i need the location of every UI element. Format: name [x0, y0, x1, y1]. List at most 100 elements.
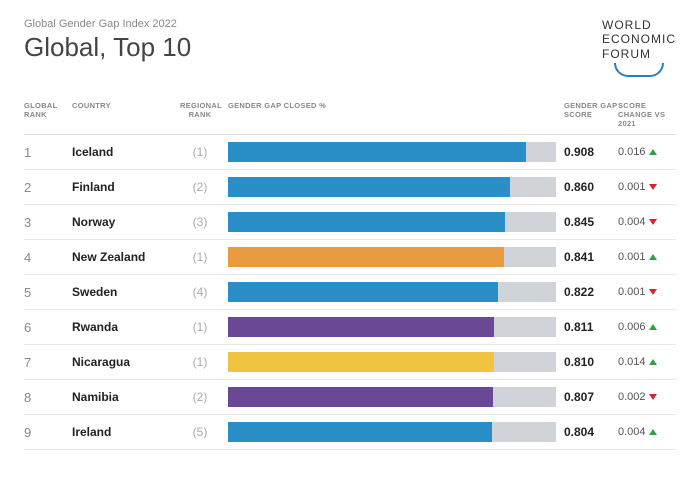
triangle-up-icon — [649, 149, 657, 155]
country-name: Nicaragua — [72, 355, 180, 369]
triangle-up-icon — [649, 359, 657, 365]
bar-fill — [228, 212, 505, 232]
triangle-down-icon — [649, 219, 657, 225]
rank-value: 2 — [24, 180, 72, 195]
change-number: 0.014 — [618, 356, 646, 368]
regional-rank: (3) — [180, 215, 220, 229]
rank-value: 5 — [24, 285, 72, 300]
table-body: 1Iceland(1)0.9080.0162Finland(2)0.8600.0… — [24, 135, 676, 450]
table-row: 5Sweden(4) 0.8220.001 — [24, 275, 676, 310]
table-row: 2Finland(2) 0.8600.001 — [24, 170, 676, 205]
rank-value: 7 — [24, 355, 72, 370]
score-value: 0.811 — [564, 320, 618, 334]
table-header: GLOBAL RANK COUNTRY REGIONAL RANK GENDER… — [24, 101, 676, 135]
change-number: 0.002 — [618, 391, 646, 403]
change-number: 0.016 — [618, 146, 646, 158]
bar-cell — [220, 387, 564, 407]
regional-rank: (2) — [180, 180, 220, 194]
country-name: New Zealand — [72, 250, 180, 264]
regional-rank: (1) — [180, 320, 220, 334]
bar-background — [228, 352, 556, 372]
table-row: 7Nicaragua(1) 0.8100.014 — [24, 345, 676, 380]
change-value: 0.001 — [618, 181, 676, 193]
score-value: 0.804 — [564, 425, 618, 439]
logo-line-3: FORUM — [602, 47, 676, 61]
bar-background — [228, 387, 556, 407]
regional-rank: (4) — [180, 285, 220, 299]
change-value: 0.001 — [618, 286, 676, 298]
regional-rank: (1) — [180, 145, 220, 159]
bar-fill — [228, 387, 493, 407]
table-row: 8Namibia(2)0.8070.002 — [24, 380, 676, 415]
country-name: Sweden — [72, 285, 180, 299]
regional-rank: (1) — [180, 250, 220, 264]
table-row: 4New Zealand(1)0.8410.001 — [24, 240, 676, 275]
regional-rank: (5) — [180, 425, 220, 439]
bar-background — [228, 422, 556, 442]
score-value: 0.807 — [564, 390, 618, 404]
score-value: 0.822 — [564, 285, 618, 299]
table-row: 3Norway(3) 0.8450.004 — [24, 205, 676, 240]
change-value: 0.002 — [618, 391, 676, 403]
ranking-table: GLOBAL RANK COUNTRY REGIONAL RANK GENDER… — [24, 101, 676, 450]
header-left: Global Gender Gap Index 2022 Global, Top… — [24, 18, 602, 63]
triangle-up-icon — [649, 429, 657, 435]
subtitle: Global Gender Gap Index 2022 — [24, 18, 602, 30]
country-name: Norway — [72, 215, 180, 229]
col-change: SCORE CHANGE VS 2021 — [618, 101, 676, 128]
bar-background — [228, 282, 556, 302]
logo-arc-icon — [614, 63, 664, 77]
table-row: 1Iceland(1)0.9080.016 — [24, 135, 676, 170]
bar-cell — [220, 352, 564, 372]
triangle-down-icon — [649, 289, 657, 295]
change-value: 0.014 — [618, 356, 676, 368]
regional-rank: (1) — [180, 355, 220, 369]
bar-fill — [228, 422, 492, 442]
triangle-up-icon — [649, 254, 657, 260]
bar-cell — [220, 247, 564, 267]
triangle-down-icon — [649, 184, 657, 190]
page-title: Global, Top 10 — [24, 32, 602, 63]
col-country: COUNTRY — [72, 101, 180, 128]
wef-logo: WORLD ECONOMIC FORUM — [602, 18, 676, 85]
bar-cell — [220, 317, 564, 337]
header: Global Gender Gap Index 2022 Global, Top… — [24, 18, 676, 85]
col-rank: GLOBAL RANK — [24, 101, 72, 128]
logo-line-2: ECONOMIC — [602, 32, 676, 46]
triangle-down-icon — [649, 394, 657, 400]
change-number: 0.001 — [618, 286, 646, 298]
rank-value: 3 — [24, 215, 72, 230]
country-name: Rwanda — [72, 320, 180, 334]
bar-cell — [220, 177, 564, 197]
change-value: 0.006 — [618, 321, 676, 333]
country-name: Namibia — [72, 390, 180, 404]
bar-fill — [228, 352, 494, 372]
logo-line-1: WORLD — [602, 18, 676, 32]
country-name: Iceland — [72, 145, 180, 159]
country-name: Finland — [72, 180, 180, 194]
bar-background — [228, 177, 556, 197]
bar-background — [228, 212, 556, 232]
rank-value: 9 — [24, 425, 72, 440]
change-number: 0.006 — [618, 321, 646, 333]
bar-cell — [220, 212, 564, 232]
change-number: 0.001 — [618, 251, 646, 263]
score-value: 0.841 — [564, 250, 618, 264]
bar-cell — [220, 142, 564, 162]
bar-background — [228, 247, 556, 267]
bar-fill — [228, 177, 510, 197]
table-row: 9Ireland(5)0.8040.004 — [24, 415, 676, 450]
triangle-up-icon — [649, 324, 657, 330]
score-value: 0.810 — [564, 355, 618, 369]
score-value: 0.860 — [564, 180, 618, 194]
change-number: 0.001 — [618, 181, 646, 193]
bar-fill — [228, 282, 498, 302]
score-value: 0.845 — [564, 215, 618, 229]
change-number: 0.004 — [618, 216, 646, 228]
bar-fill — [228, 317, 494, 337]
table-row: 6Rwanda(1) 0.8110.006 — [24, 310, 676, 345]
rank-value: 6 — [24, 320, 72, 335]
col-regional: REGIONAL RANK — [180, 101, 220, 128]
col-bar: GENDER GAP CLOSED % — [220, 101, 564, 128]
change-value: 0.004 — [618, 216, 676, 228]
